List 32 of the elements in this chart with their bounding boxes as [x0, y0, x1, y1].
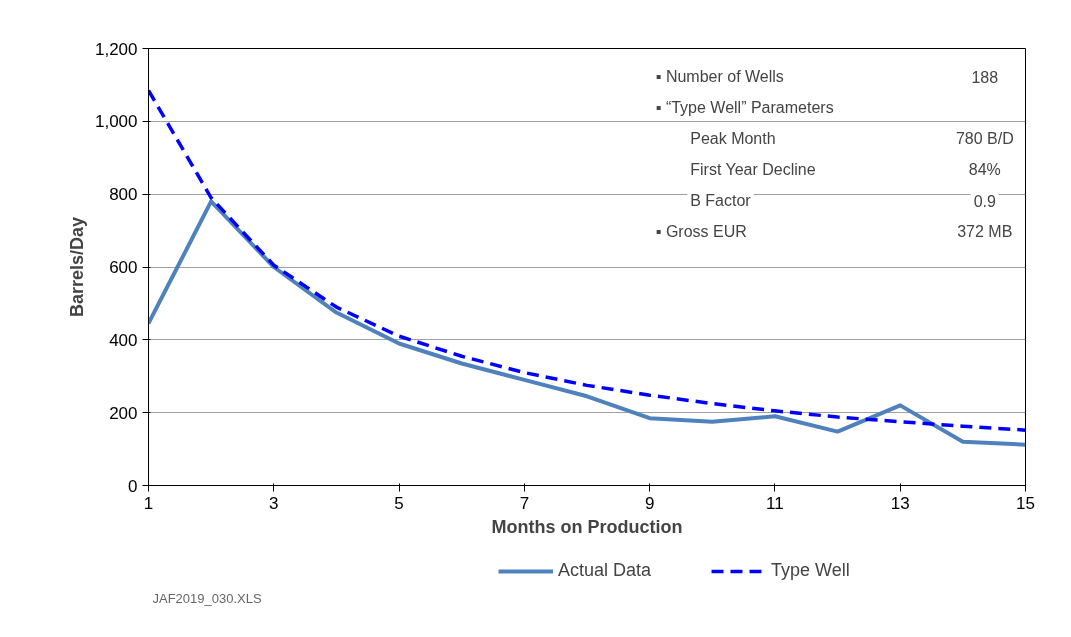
y-tick-label: 1,000 — [94, 112, 138, 132]
annotation: 372 MB — [957, 222, 1013, 240]
y-tick-label: 200 — [109, 403, 138, 423]
y-tick-label: 0 — [128, 476, 138, 496]
annotation: B Factor — [690, 192, 752, 210]
legend-label: Actual Data — [558, 560, 652, 581]
y-tick-label: 600 — [109, 258, 138, 277]
annotation: ▪ Gross EUR — [655, 222, 747, 240]
annotation: 84% — [968, 161, 1001, 179]
y-tick-label: 1,200 — [94, 39, 138, 59]
text: JAF2019_030.XLS — [152, 590, 262, 606]
x-tick-label: 11 — [766, 493, 784, 513]
x-tick-label: 3 — [269, 493, 279, 513]
annotation: ▪ Number of Wells — [655, 68, 784, 86]
x-tick-label: 7 — [519, 493, 530, 513]
x-tick-label: 13 — [890, 493, 910, 513]
annotation: 188 — [971, 68, 999, 86]
x-tick-label: 9 — [644, 493, 655, 513]
annotation: 0.9 — [973, 192, 996, 210]
x-tick-label: 1 — [143, 493, 154, 513]
x-axis-title: Months on Production — [491, 516, 683, 537]
y-tick-label: 800 — [109, 185, 138, 205]
annotation: Peak Month — [690, 130, 776, 148]
legend-label: Type Well — [771, 560, 850, 581]
annotation: First Year Decline — [690, 161, 816, 179]
x-tick-label: 5 — [394, 493, 404, 513]
y-tick-label: 400 — [109, 330, 138, 350]
annotation: 780 B/D — [955, 130, 1014, 148]
annotation: ▪ “Type Well” Parameters — [655, 99, 834, 117]
y-axis-title: Barrels/Day — [66, 216, 87, 318]
line-series — [148, 88, 1026, 432]
x-tick-label: 15 — [1016, 493, 1035, 513]
